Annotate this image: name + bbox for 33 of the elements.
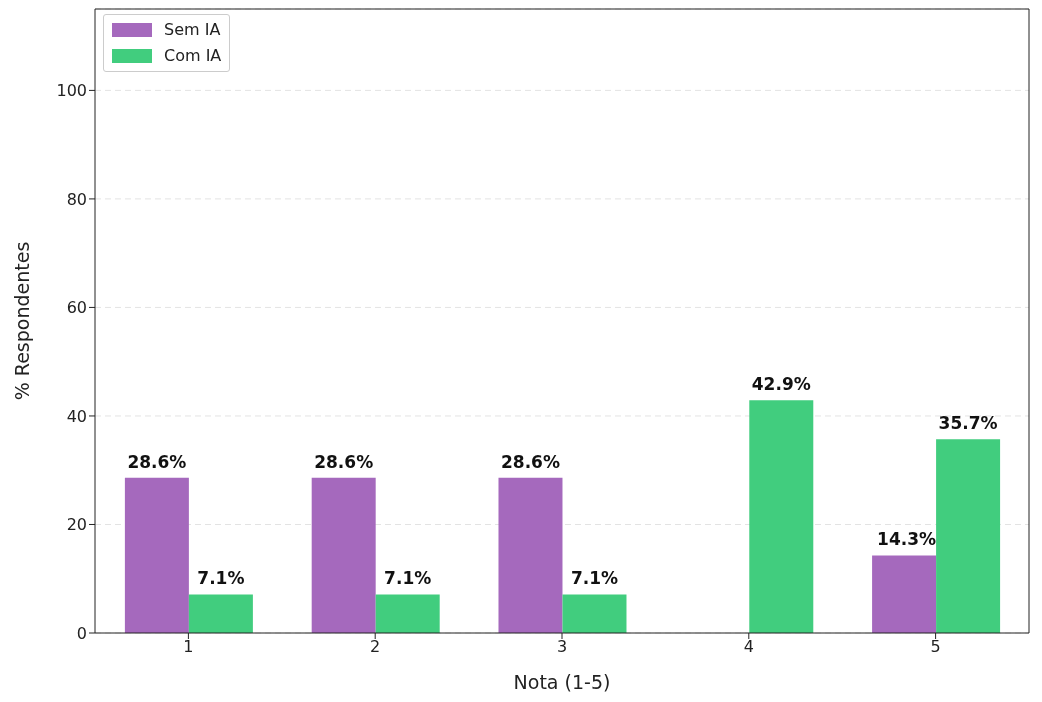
data-label: 7.1% <box>197 568 245 589</box>
x-tick-label: 1 <box>183 637 194 657</box>
bar <box>375 594 440 633</box>
y-tick-label: 0 <box>76 623 87 643</box>
data-label: 28.6% <box>314 451 374 472</box>
y-tick-label: 60 <box>66 298 87 318</box>
bar <box>562 594 627 633</box>
legend-label: Sem IA <box>163 19 222 41</box>
x-tick-label: 3 <box>556 637 568 657</box>
data-label: 35.7% <box>938 413 998 434</box>
bar <box>936 439 1001 633</box>
bar <box>749 400 814 633</box>
bar <box>498 477 563 633</box>
bar <box>311 477 376 633</box>
data-label: 28.6% <box>501 451 560 472</box>
x-tick-label: 4 <box>743 637 754 657</box>
data-label: 7.1% <box>570 568 619 589</box>
bar <box>124 477 189 633</box>
y-tick-label: 40 <box>66 406 87 426</box>
legend-label: Com IA <box>163 45 222 67</box>
x-axis-title: Nota (1-5) <box>513 671 611 693</box>
bar <box>872 555 937 633</box>
bar <box>188 594 253 633</box>
y-tick-label: 20 <box>66 515 87 535</box>
y-tick-label: 100 <box>56 81 87 101</box>
data-label: 14.3% <box>877 529 937 550</box>
x-tick-label: 2 <box>370 637 381 657</box>
data-label: 42.9% <box>751 374 811 395</box>
y-axis-title: % Respondentes <box>10 241 33 401</box>
data-label: 28.6% <box>127 451 187 472</box>
y-tick-label: 80 <box>66 189 87 209</box>
x-tick-label: 5 <box>930 637 941 657</box>
data-label: 7.1% <box>384 568 432 589</box>
